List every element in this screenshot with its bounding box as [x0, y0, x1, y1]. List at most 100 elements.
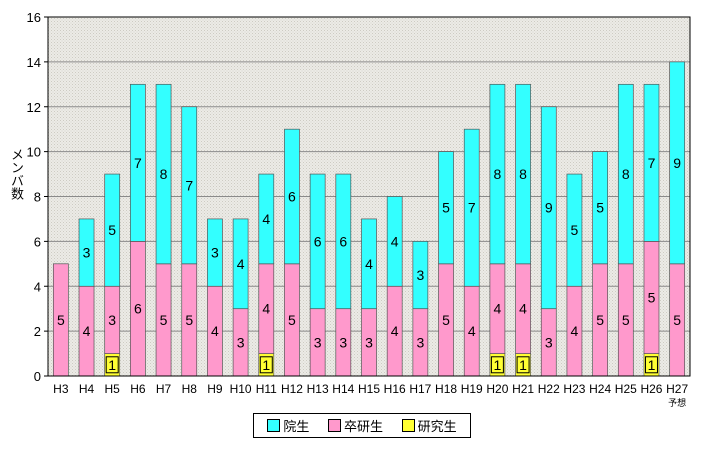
legend-item-graduate: 院生 [267, 416, 309, 435]
data-label: 4 [494, 301, 502, 317]
data-label: 8 [622, 166, 630, 182]
data-label: 3 [416, 334, 424, 350]
bar-segment [566, 173, 583, 287]
x-tick-label: H27 [666, 382, 688, 396]
data-label: 8 [494, 166, 502, 182]
data-label: 4 [571, 323, 579, 339]
x-tick-label: H10 [230, 382, 252, 396]
data-label: 5 [160, 312, 168, 328]
bar-segment [540, 106, 557, 310]
data-label-box [644, 356, 658, 374]
bar-segment [669, 61, 686, 265]
legend-item-undergrad: 卒研生 [327, 416, 383, 435]
x-tick-label: H26 [640, 382, 662, 396]
x-tick-label: H4 [79, 382, 95, 396]
data-label: 7 [648, 155, 656, 171]
data-label: 5 [673, 312, 681, 328]
x-tick-label: H16 [384, 382, 406, 396]
data-label: 1 [262, 357, 270, 373]
x-tick-labels: H3 H4 H5 H6 H7 H8 H9 H10 H11 H12 H13 H14 H15 H16 H17 H1… [53, 382, 688, 408]
data-label: 6 [134, 301, 142, 317]
data-label: 5 [571, 222, 579, 238]
data-label: 4 [262, 301, 270, 317]
x-tick-sublabel: 予想 [668, 397, 686, 408]
data-label: 4 [237, 256, 245, 272]
data-label: 5 [442, 312, 450, 328]
bar-segment [104, 173, 121, 287]
bar-segment [207, 218, 223, 287]
x-tick-label: H14 [332, 382, 354, 396]
data-label: 6 [339, 233, 347, 249]
data-label: 4 [391, 233, 399, 249]
bar-segment [386, 196, 403, 287]
data-label: 9 [545, 200, 553, 216]
data-label: 5 [57, 312, 65, 328]
bar-segment [181, 106, 198, 265]
legend-label-undergrad: 卒研生 [343, 419, 383, 434]
bar-segment [643, 83, 660, 242]
y-tick-label: 14 [27, 55, 41, 70]
x-tick-label: H21 [512, 382, 534, 396]
x-tick-label: H24 [589, 382, 611, 396]
bar-segment [284, 128, 300, 265]
x-tick-label: H5 [105, 382, 121, 396]
x-tick-label: H25 [615, 382, 637, 396]
data-label: 5 [596, 200, 604, 216]
y-tick-label: 10 [27, 145, 41, 160]
legend: 院生 卒研生 研究生 [253, 413, 471, 438]
data-label: 3 [314, 334, 322, 350]
bar-segment [592, 151, 608, 265]
data-label: 5 [596, 312, 604, 328]
data-label: 9 [673, 155, 681, 171]
x-tick-label: H18 [435, 382, 457, 396]
x-tick-label: H13 [307, 382, 329, 396]
x-tick-label: H11 [256, 382, 277, 396]
x-tick-label: H15 [358, 382, 380, 396]
x-tick-label: H12 [281, 382, 303, 396]
data-label: 7 [468, 200, 476, 216]
data-label: 7 [185, 177, 193, 193]
bar-segment [232, 218, 249, 310]
data-label: 4 [262, 211, 270, 227]
data-label: 3 [416, 267, 424, 283]
y-tick-label: 8 [34, 190, 41, 205]
x-tick-label: H20 [486, 382, 508, 396]
data-label: 8 [160, 166, 168, 182]
data-label: 3 [545, 334, 553, 350]
y-tick-label: 12 [27, 100, 41, 115]
data-label: 8 [519, 166, 527, 182]
y-tick-label: 2 [34, 324, 41, 339]
x-tick-label: H19 [461, 382, 483, 396]
data-label: 7 [134, 155, 142, 171]
x-tick-label: H9 [207, 382, 223, 396]
x-tick-label: H23 [563, 382, 585, 396]
data-label: 4 [391, 323, 399, 339]
data-label: 1 [648, 357, 656, 373]
data-label: 4 [365, 256, 373, 272]
y-tick-labels: 0 2 4 6 8 10 12 14 16 [27, 10, 48, 384]
data-label: 3 [108, 312, 116, 328]
data-label: 3 [339, 334, 347, 350]
data-label-box [259, 356, 273, 374]
data-label: 5 [648, 289, 656, 305]
data-label: 3 [237, 334, 245, 350]
bar-segment [489, 83, 506, 265]
legend-label-graduate: 院生 [283, 419, 310, 434]
bar-segment [412, 241, 429, 310]
x-tick-label: H17 [409, 382, 431, 396]
data-label: 3 [83, 245, 91, 261]
legend-swatch-undergrad [327, 419, 341, 432]
bar-segment [335, 173, 352, 310]
x-tick-label: H22 [538, 382, 560, 396]
x-tick-label: H7 [156, 382, 172, 396]
bar-segment [78, 218, 95, 287]
data-label-box [105, 356, 119, 374]
legend-swatch-graduate [267, 419, 281, 432]
bar-segment [258, 173, 275, 265]
x-tick-label: H3 [53, 382, 69, 396]
y-tick-label: 16 [27, 10, 41, 25]
bar-segment [617, 83, 634, 265]
x-tick-label: H8 [182, 382, 198, 396]
y-tick-label: 6 [34, 234, 41, 249]
